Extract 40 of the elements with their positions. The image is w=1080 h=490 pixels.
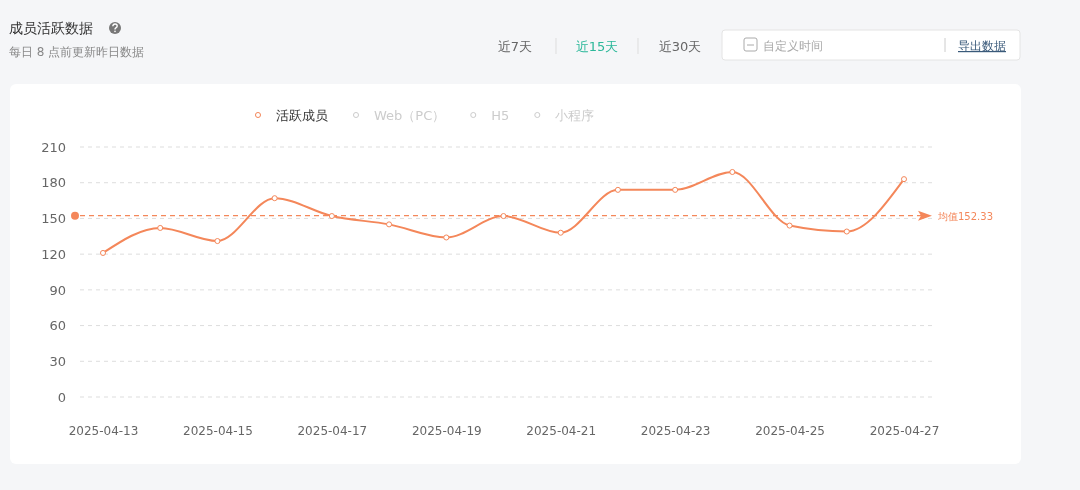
point — [729, 168, 736, 176]
text: 近30天 — [658, 39, 702, 54]
y-tick-label: 60 — [49, 318, 66, 334]
point — [157, 224, 164, 231]
point — [500, 213, 507, 220]
x-tick-label: 2025-04-27 — [869, 423, 940, 438]
ref-line-label: 均值152.33 — [937, 210, 993, 222]
chart-title: 成员活跃数据 — [9, 20, 93, 36]
legend-label: 活跃成员 — [276, 108, 328, 123]
point — [843, 228, 850, 235]
point — [443, 234, 450, 241]
y-tick-label: 150 — [41, 211, 66, 227]
text: 导出数据 — [958, 39, 1006, 53]
point — [614, 186, 621, 193]
point — [99, 249, 107, 256]
text: 近15天 — [575, 39, 619, 54]
chart-subtitle: 每日 8 点前更新昨日数据 — [9, 45, 145, 59]
y-tick-label: 90 — [49, 282, 66, 298]
x-tick-label: 2025-04-25 — [755, 423, 825, 438]
y-tick-label: 210 — [41, 139, 66, 155]
point — [214, 238, 221, 245]
point — [786, 222, 793, 229]
point — [900, 176, 908, 183]
text: 自定义时间 — [763, 39, 823, 53]
point — [557, 229, 564, 236]
y-tick-label: 0 — [57, 389, 66, 405]
x-tick-label: 2025-04-17 — [297, 423, 368, 438]
point — [386, 221, 393, 228]
x-tick-label: 2025-04-15 — [183, 423, 253, 438]
y-tick-label: 120 — [41, 246, 66, 262]
point — [328, 213, 335, 220]
x-tick-label: 2025-04-13 — [68, 423, 139, 438]
point — [271, 195, 278, 202]
y-tick-label: 180 — [41, 175, 66, 191]
x-tick-label: 2025-04-19 — [411, 423, 482, 438]
text: 近7天 — [497, 39, 533, 54]
x-tick-label: 2025-04-23 — [640, 423, 711, 438]
y-tick-label: 30 — [49, 353, 66, 369]
x-tick-label: 2025-04-21 — [526, 423, 597, 438]
point — [672, 186, 679, 193]
